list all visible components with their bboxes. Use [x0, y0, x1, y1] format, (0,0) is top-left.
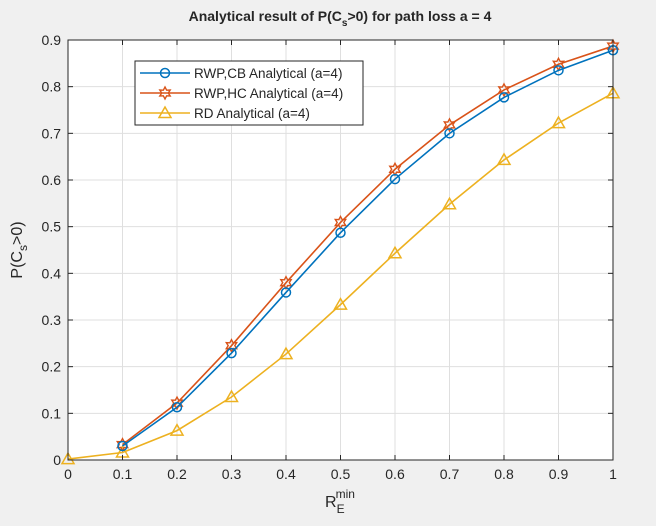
data-point	[224, 338, 239, 354]
x-tick-label: 0.8	[494, 466, 514, 482]
data-point	[224, 389, 239, 403]
x-axis-label: REmin	[325, 487, 355, 516]
x-tick-label: 0.9	[549, 466, 569, 482]
data-point	[60, 451, 76, 465]
legend-marker	[157, 105, 173, 119]
legend-entry: RWP,CB Analytical (a=4)	[140, 66, 342, 81]
data-point	[169, 423, 185, 436]
data-point	[333, 297, 348, 310]
legend-label: RD Analytical (a=4)	[194, 106, 310, 121]
data-point	[280, 287, 292, 298]
y-tick-label: 0.8	[42, 79, 62, 95]
x-tick-label: 1	[609, 466, 617, 482]
series-2	[60, 85, 621, 465]
data-point	[444, 128, 455, 139]
x-tick-label: 0	[64, 466, 72, 482]
data-point	[553, 65, 564, 76]
data-point	[497, 82, 511, 98]
data-point	[442, 117, 457, 133]
data-point	[226, 347, 237, 359]
legend-marker	[158, 85, 172, 101]
y-tick-label: 0.4	[42, 265, 62, 281]
legend-entry: RWP,HC Analytical (a=4)	[140, 85, 343, 101]
data-point	[389, 173, 401, 185]
data-point	[278, 346, 294, 360]
data-point	[442, 196, 457, 210]
y-tick-label: 0.7	[42, 125, 62, 141]
legend: RWP,CB Analytical (a=4) RWP,HC Analytical…	[134, 60, 364, 126]
series-line	[122, 49, 614, 447]
series-line	[122, 45, 614, 446]
data-point	[496, 152, 512, 166]
axes-box	[67, 39, 614, 461]
x-tick-label: 0.2	[167, 466, 187, 482]
y-tick-label: 0.2	[42, 359, 62, 375]
x-tick-label: 0.6	[385, 466, 405, 482]
x-tick-label: 0.7	[440, 466, 460, 482]
legend-entry: RD Analytical (a=4)	[140, 105, 310, 121]
data-point	[498, 92, 510, 103]
x-tick-label: 0.1	[113, 466, 133, 482]
y-axis-label: P(Cs>0)	[9, 221, 30, 278]
data-point	[117, 440, 128, 452]
legend-label: RWP,CB Analytical (a=4)	[194, 66, 342, 81]
data-point	[387, 245, 403, 259]
series-1	[115, 38, 620, 453]
data-point	[170, 395, 184, 411]
legend-label: RWP,HC Analytical (a=4)	[194, 86, 343, 101]
y-tick-label: 0	[53, 452, 61, 468]
y-tick-label: 0.1	[42, 405, 62, 421]
y-tick-label: 0.5	[42, 219, 62, 235]
data-point	[171, 402, 183, 413]
series-line	[67, 92, 614, 460]
chart-title: Analytical result of P(Cs>0) for path lo…	[189, 8, 492, 29]
x-tick-label: 0.3	[222, 466, 242, 482]
x-tick-label: 0.4	[276, 466, 296, 482]
x-tick-label: 0.5	[331, 466, 351, 482]
y-tick-label: 0.9	[42, 32, 62, 48]
data-point	[335, 227, 346, 238]
legend-marker	[159, 67, 171, 79]
y-tick-label: 0.6	[42, 172, 62, 188]
series-layer	[60, 38, 621, 465]
data-point	[551, 115, 566, 129]
axes: 0 0.1 0.2 0.3 0.4 0.5 0.6 0.7 0.8 0.9 1 0 0.1 0.2 0.3 0…	[42, 32, 618, 482]
y-tick-label: 0.3	[42, 312, 62, 328]
